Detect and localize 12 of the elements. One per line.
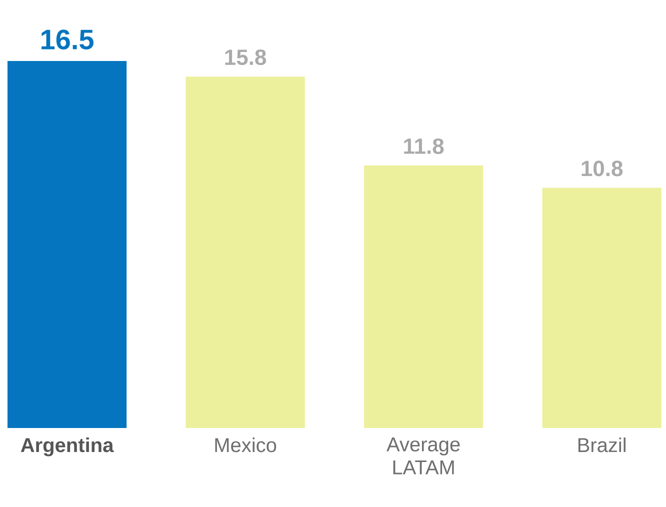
data-label: 15.8 xyxy=(225,49,266,66)
bar xyxy=(7,60,127,428)
x-tick-label: Mexico xyxy=(215,438,276,452)
data-label: 16.5 xyxy=(42,30,94,50)
x-tick-label: Average LATAM xyxy=(386,438,460,474)
x-tick-label: Argentina xyxy=(20,438,114,456)
bar xyxy=(364,166,484,428)
bar xyxy=(542,188,662,428)
bar xyxy=(186,76,305,428)
data-label: 10.8 xyxy=(582,160,623,176)
data-label: 11.8 xyxy=(404,138,444,154)
x-tick-label: Brazil xyxy=(578,438,626,452)
